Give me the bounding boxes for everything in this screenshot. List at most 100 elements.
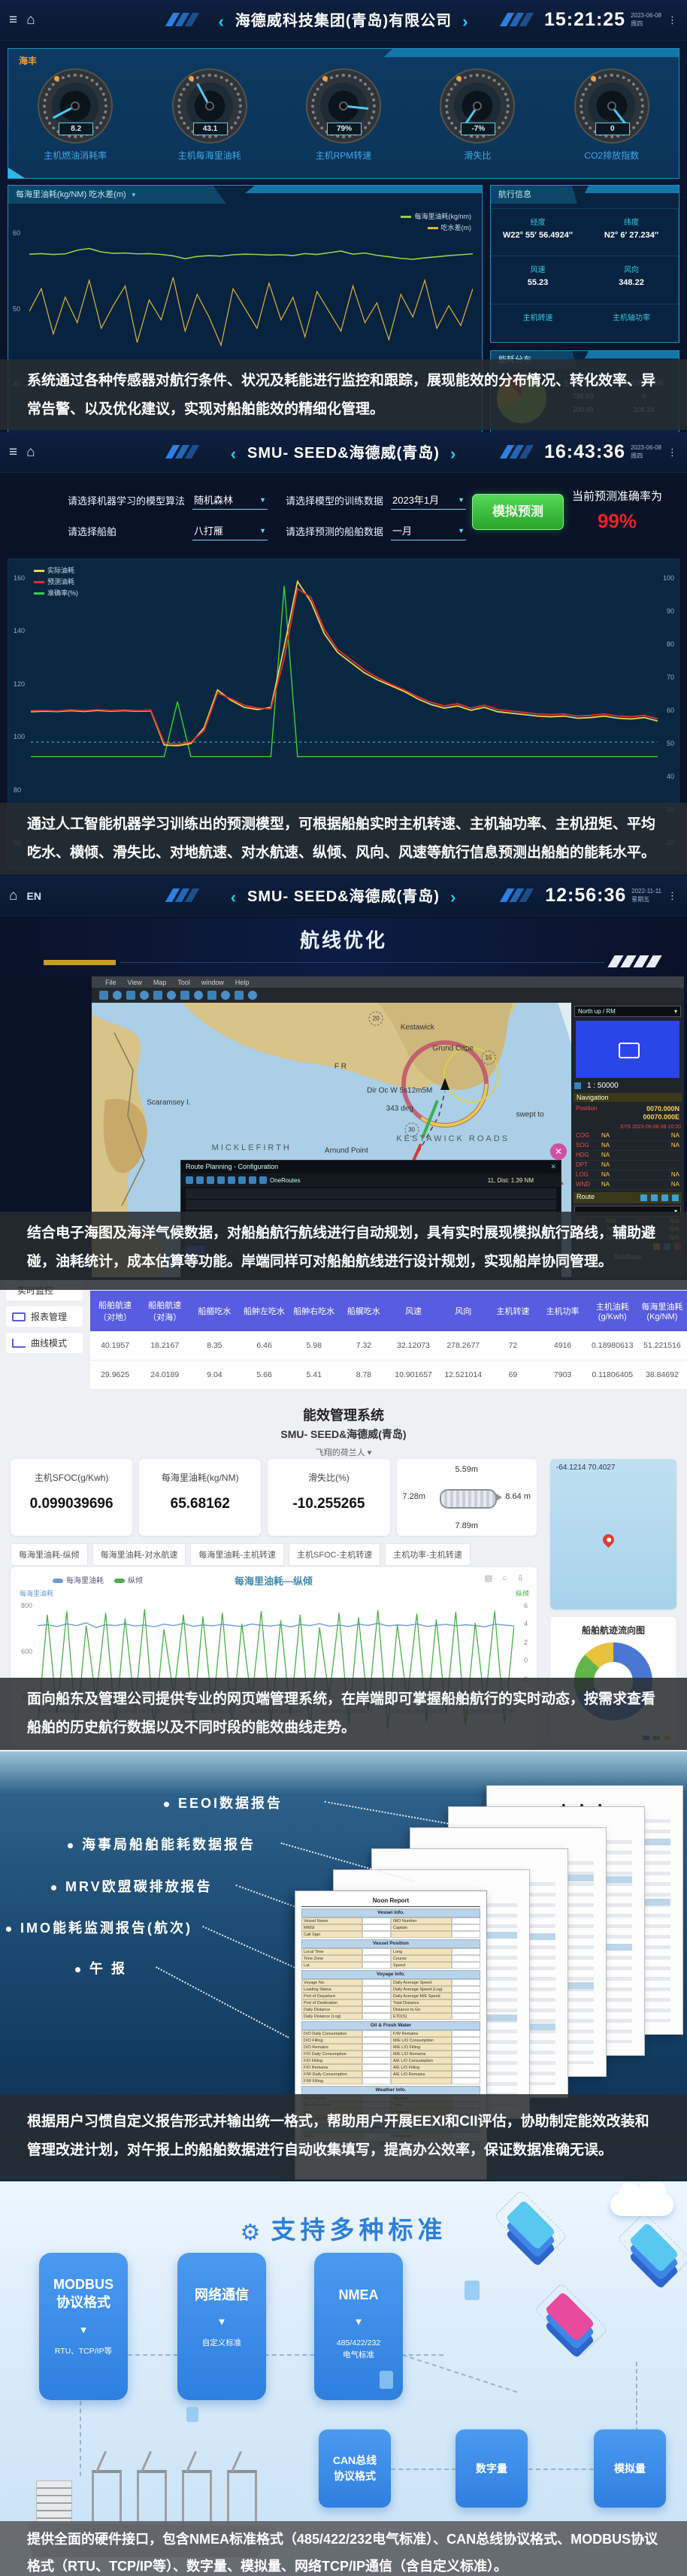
toolbar-icon[interactable]: [167, 991, 176, 1000]
toolbar-icon[interactable]: [238, 1176, 246, 1184]
toolbar-icon[interactable]: [196, 1176, 204, 1184]
report-list-item: EEOI数据报告: [164, 1793, 283, 1812]
sidebar-item[interactable]: 曲线模式: [6, 1333, 83, 1353]
deco-square: [186, 2407, 198, 2422]
noon-report-row: Port of Departure Daily Average M/E Speed: [301, 1993, 480, 1999]
menu-item[interactable]: Map: [153, 978, 167, 986]
toolbar-icon[interactable]: [249, 1176, 256, 1184]
chart-action-icons[interactable]: ▤ ○ ⇩: [484, 1574, 528, 1583]
chart-tab[interactable]: 每海里油耗-纵倾: [11, 1543, 88, 1566]
chart-tab[interactable]: 主机SFOC-主机转速: [289, 1543, 381, 1566]
chevron-down-icon[interactable]: ▾: [132, 191, 136, 198]
gauge-alarm-dot: [188, 76, 194, 81]
menu-icon[interactable]: ≡: [9, 11, 18, 28]
route-tools[interactable]: [640, 1194, 679, 1201]
standard-card-digital: 数字量: [455, 2429, 528, 2508]
toolbar-icon[interactable]: [207, 991, 216, 1000]
toolbar-icon[interactable]: [194, 991, 203, 1000]
clock: 16:43:36: [544, 441, 626, 462]
table-row[interactable]: 40.1957 18.2167 8.35 6.46 5.98 7.32 32.12073 27…: [90, 1331, 687, 1361]
more-icon[interactable]: ⋮: [667, 889, 678, 901]
noon-report-row: D/O Filling M/E L/O Consumption: [301, 2037, 480, 2044]
y-tick: 800: [21, 1602, 33, 1609]
orientation-select[interactable]: North up / RM ▾: [574, 1006, 681, 1017]
map-label: MICKLEFIRTH: [211, 1143, 292, 1152]
noon-report-row: Daily Distance (Log) ETD(S): [301, 2013, 480, 2020]
gauge-value: 43.1: [192, 123, 228, 135]
noon-report-row: Lat Speed: [301, 1962, 480, 1969]
chart-tab[interactable]: 每海里油耗-对水航速: [92, 1543, 186, 1566]
menu-item[interactable]: View: [127, 978, 142, 986]
menu-item[interactable]: Tool: [177, 978, 190, 986]
deco-square: [380, 2371, 393, 2389]
toolbar-icon[interactable]: [99, 991, 108, 1000]
page-title: ‹ SMU- SEED&海德威(青岛) ›: [230, 887, 457, 907]
menu-item[interactable]: window: [201, 978, 224, 986]
ship-select[interactable]: 八打雁 ▼: [192, 522, 268, 540]
data-table: 船舶航速（对地） 船舶航速（对海） 船艏吃水 船舯左吃水 船舯右吃水 船艉吃水 风速 风向 主机…: [90, 1291, 687, 1390]
waypoint-row[interactable]: [186, 1188, 556, 1198]
toolbar-icon[interactable]: [207, 1176, 214, 1184]
home-icon[interactable]: ⌂: [9, 887, 18, 904]
deco-square: [465, 2281, 480, 2300]
toolbar-icon[interactable]: [180, 991, 189, 1000]
nav-info-label: 纬度: [624, 219, 639, 227]
sheet-dots: [372, 1849, 567, 1863]
minimap[interactable]: [576, 1021, 679, 1078]
toolbar-icon[interactable]: [228, 1176, 235, 1184]
toolbar-icon[interactable]: [113, 991, 122, 1000]
y-tick: 50: [666, 740, 674, 747]
simulate-predict-button[interactable]: 模拟预测: [472, 494, 564, 530]
dialog-title: Route Planning - Configuration: [186, 1163, 279, 1170]
toolbar-icon[interactable]: [126, 991, 135, 1000]
table-header-cell: 船舯右吃水: [293, 1307, 335, 1316]
toolbar-icon[interactable]: [186, 1176, 193, 1184]
table-row[interactable]: 29.9625 24.0189 9.04 5.66 5.41 8.78 10.901657 1…: [90, 1361, 687, 1390]
chart-tab[interactable]: 每海里油耗-主机转速: [190, 1543, 285, 1566]
toolbar-icon[interactable]: [259, 1176, 267, 1184]
menu-icon[interactable]: ≡: [9, 443, 18, 460]
menu-item[interactable]: File: [105, 978, 117, 986]
noon-report-row: F/O Filling A/E L/O Consumption: [301, 2057, 480, 2064]
toolbar-icon[interactable]: [140, 991, 149, 1000]
ship-selector[interactable]: 飞翔的荷兰人 ▾: [315, 1448, 372, 1458]
table-header-cell: 主机油耗(g/Kwh): [595, 1303, 629, 1321]
ship-crane: [182, 2470, 212, 2524]
home-icon[interactable]: ⌂: [26, 443, 35, 460]
toolbar-icon[interactable]: [221, 991, 230, 1000]
toolbar-icon[interactable]: [235, 991, 244, 1000]
predict-data-select[interactable]: 一月 ▼: [391, 522, 467, 540]
language-toggle[interactable]: EN: [26, 889, 41, 902]
toolbar-icon[interactable]: [248, 991, 257, 1000]
position-label: Position: [576, 1105, 598, 1112]
toolbar-icon[interactable]: [217, 1176, 225, 1184]
more-icon[interactable]: ⋮: [667, 446, 678, 458]
menu-item[interactable]: Help: [235, 978, 250, 986]
dialog-toolbar: OneRoutes 11, Dist: 1.39 NM: [181, 1173, 561, 1187]
sidebar-item[interactable]: 报表管理: [6, 1306, 83, 1327]
close-icon[interactable]: ✕: [550, 1163, 556, 1170]
y-tick: 80: [14, 786, 22, 794]
home-icon[interactable]: ⌂: [26, 11, 35, 28]
nav-info-cell: 主机转速: [491, 303, 585, 342]
legend-item: 每海里油耗: [53, 1574, 104, 1585]
date: 2023-06-08 周四: [631, 444, 661, 459]
close-icon[interactable]: ✕: [550, 1143, 567, 1160]
chart-tab[interactable]: 主机功率-主机转速: [385, 1543, 471, 1566]
position-map-card[interactable]: -64.1214 70.4027: [550, 1459, 676, 1609]
noon-report-title: Noon Report: [301, 1897, 480, 1907]
more-icon[interactable]: ⋮: [667, 14, 678, 26]
ship-name-tag[interactable]: 海丰: [19, 56, 38, 66]
waypoint-row[interactable]: [186, 1200, 556, 1209]
map-label: Dir Oc W 5s12m5M: [367, 1086, 433, 1095]
toolbar-icon[interactable]: [153, 991, 162, 1000]
y-tick: 80: [666, 640, 674, 648]
table-header-row: 船舶航速（对地） 船舶航速（对海） 船艏吃水 船舯左吃水 船舯右吃水 船艉吃水 风速 风向 主机…: [90, 1291, 687, 1331]
clock: 15:21:25: [544, 9, 626, 30]
chart-panel-title[interactable]: 每海里油耗(kg/NM) 吃水差(m) ▾: [8, 186, 226, 204]
ship-superstructure: [36, 2481, 72, 2526]
training-data-select[interactable]: 2023年1月 ▼: [391, 491, 467, 510]
algorithm-select[interactable]: 随机森林 ▼: [192, 491, 268, 510]
nav-data-row: HDG NA: [574, 1151, 681, 1161]
